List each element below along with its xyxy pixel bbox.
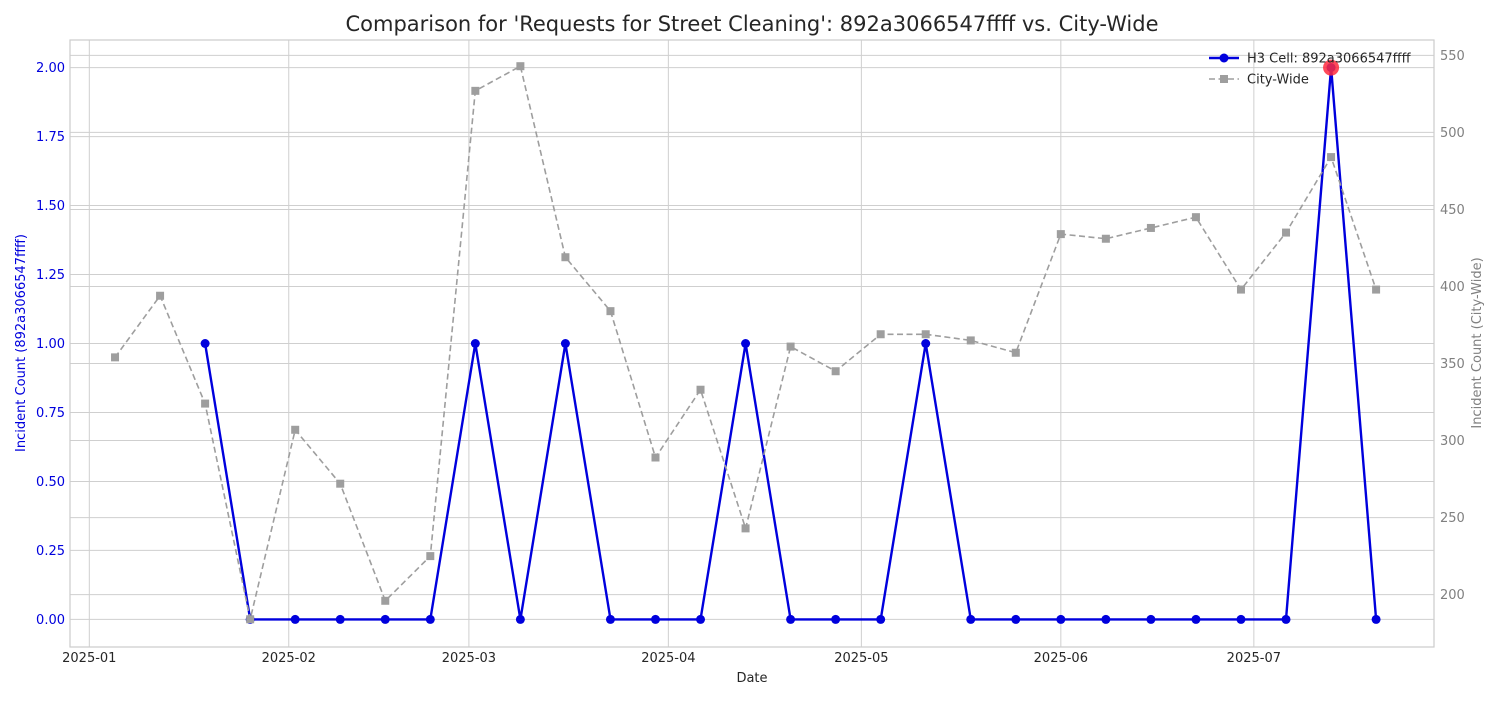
- city-wide-data-point: [516, 62, 525, 71]
- h3-cell-data-point: [831, 614, 841, 624]
- peak-highlight-marker: [1323, 59, 1340, 76]
- legend-label: City-Wide: [1247, 73, 1309, 88]
- city-wide-data-point: [606, 307, 615, 316]
- plot-area: 2025-01 2025-02 2025-03 2025-04 2025-05 2025-…: [36, 39, 1465, 666]
- city-wide-data-point: [1236, 285, 1245, 294]
- city-wide-data-point: [291, 425, 300, 434]
- city-wide-data-point: [966, 336, 975, 345]
- h3-cell-data-point: [1281, 614, 1291, 624]
- h3-cell-data-point: [786, 614, 796, 624]
- x-tick-label: 2025-02: [262, 651, 316, 666]
- y-tick-label-left: 2.00: [36, 61, 65, 76]
- city-wide-data-point: [156, 291, 165, 300]
- y-tick-label-left: 0.75: [36, 406, 65, 421]
- city-wide-data-point: [1372, 285, 1381, 294]
- h3-cell-data-point: [1011, 614, 1021, 624]
- city-wide-data-point: [786, 342, 795, 351]
- legend-swatch-marker: [1220, 75, 1228, 83]
- y-tick-label-right: 500: [1440, 126, 1465, 141]
- city-wide-data-point: [651, 453, 660, 462]
- x-tick-label: 2025-03: [442, 651, 496, 666]
- y-tick-label-left: 1.50: [36, 199, 65, 214]
- h3-cell-data-point: [515, 614, 525, 624]
- city-wide-data-point: [1101, 234, 1110, 243]
- x-tick-label: 2025-06: [1034, 651, 1088, 666]
- h3-cell-data-point: [380, 614, 390, 624]
- y-axis-right-label: Incident Count (City-Wide): [1470, 257, 1485, 428]
- city-wide-data-point: [876, 330, 885, 339]
- y-tick-label-left: 1.00: [36, 337, 65, 352]
- city-wide-data-point: [1191, 213, 1200, 222]
- city-wide-data-point: [696, 385, 705, 394]
- x-tick-label: 2025-04: [641, 651, 695, 666]
- h3-cell-data-point: [1146, 614, 1156, 624]
- h3-cell-data-point: [290, 614, 300, 624]
- h3-cell-data-point: [966, 614, 976, 624]
- x-axis-label: Date: [736, 671, 767, 686]
- h3-cell-data-point: [560, 339, 570, 348]
- y-tick-label-right: 250: [1440, 511, 1465, 526]
- city-wide-data-point: [246, 615, 255, 624]
- h3-cell-data-point: [1236, 614, 1246, 624]
- y-tick-label-left: 0.50: [36, 475, 65, 490]
- h3-cell-data-point: [335, 614, 345, 624]
- h3-cell-data-point: [1056, 614, 1066, 624]
- city-wide-data-point: [426, 552, 435, 561]
- y-tick-label-right: 300: [1440, 434, 1465, 449]
- plot-frame: [69, 39, 1435, 648]
- city-wide-data-point: [336, 479, 345, 488]
- h3-cell-data-point: [696, 614, 706, 624]
- city-wide-data-point: [921, 330, 930, 339]
- y-tick-label-right: 350: [1440, 357, 1465, 372]
- city-wide-data-point: [201, 399, 210, 408]
- legend-swatch-marker: [1219, 53, 1229, 63]
- chart-title: Comparison for 'Requests for Street Clea…: [346, 12, 1159, 36]
- legend-label: H3 Cell: 892a3066547ffff: [1247, 52, 1412, 67]
- h3-cell-data-point: [470, 339, 480, 348]
- h3-cell-data-point: [741, 339, 751, 348]
- h3-cell-data-point: [921, 339, 931, 348]
- city-wide-data-point: [741, 524, 750, 533]
- h3-cell-data-point: [650, 614, 660, 624]
- y-tick-label-left: 1.25: [36, 268, 65, 283]
- h3-cell-data-point: [1101, 614, 1111, 624]
- city-wide-data-point: [831, 367, 840, 376]
- y-tick-label-right: 200: [1440, 588, 1465, 603]
- h3-cell-data-point: [605, 614, 615, 624]
- y-tick-label-right: 400: [1440, 280, 1465, 295]
- y-axis-left-label: Incident Count (892a3066547ffff): [14, 234, 29, 452]
- x-tick-label: 2025-07: [1227, 651, 1281, 666]
- city-wide-data-point: [381, 596, 390, 605]
- city-wide-data-point: [471, 86, 480, 95]
- h3-cell-data-point: [1371, 614, 1381, 624]
- city-wide-data-point: [1011, 348, 1020, 357]
- h3-cell-data-point: [1191, 614, 1201, 624]
- city-wide-data-point: [561, 253, 570, 262]
- y-tick-label-right: 450: [1440, 203, 1465, 218]
- city-wide-data-point: [1282, 228, 1291, 237]
- city-wide-data-point: [1327, 153, 1336, 162]
- y-tick-label-left: 0.00: [36, 613, 65, 628]
- city-wide-data-point: [1146, 223, 1155, 232]
- y-tick-label-left: 0.25: [36, 544, 65, 559]
- h3-cell-data-point: [876, 614, 886, 624]
- city-wide-data-point: [1056, 230, 1065, 239]
- x-tick-label: 2025-05: [834, 651, 888, 666]
- h3-cell-data-point: [425, 614, 435, 624]
- y-tick-label-left: 1.75: [36, 130, 65, 145]
- city-wide-data-point: [111, 353, 120, 362]
- h3-cell-data-point: [200, 339, 210, 348]
- y-tick-label-right: 550: [1440, 49, 1465, 64]
- x-tick-label: 2025-01: [62, 651, 116, 666]
